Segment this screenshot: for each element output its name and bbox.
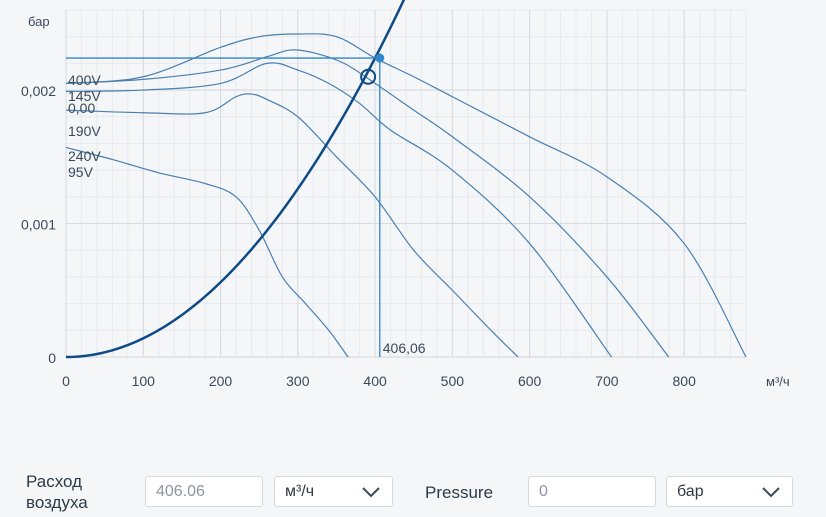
curve-400V bbox=[65, 33, 747, 358]
curve-label-240V: 240V bbox=[68, 148, 101, 164]
pressure-label: Pressure bbox=[425, 483, 494, 502]
intersection-marker bbox=[360, 68, 377, 85]
pressure-input[interactable]: 0 bbox=[528, 476, 656, 507]
y-tick-label: 0,002 bbox=[21, 83, 56, 99]
pressure-unit-select[interactable]: бар bbox=[666, 476, 793, 507]
x-axis-unit: м³/ч bbox=[766, 374, 790, 389]
x-tick-label: 800 bbox=[673, 373, 697, 389]
curve-240V bbox=[65, 93, 519, 358]
x-tick-label: 300 bbox=[286, 373, 310, 389]
curve-label-145V: 145V bbox=[68, 88, 101, 104]
x-tick-label: 0 bbox=[62, 373, 70, 389]
curve-label-400V: 400V bbox=[68, 72, 101, 88]
curve-label-190V: 190V bbox=[68, 123, 101, 139]
y-tick-label: 0 bbox=[48, 350, 56, 366]
x-tick-label: 200 bbox=[209, 373, 233, 389]
airflow-input[interactable]: 406.06 bbox=[145, 476, 263, 507]
x-tick-label: 400 bbox=[363, 373, 387, 389]
operating-point bbox=[375, 53, 385, 63]
operating-point-label: 406,06 bbox=[383, 340, 426, 356]
y-tick-label: 0,001 bbox=[21, 217, 56, 233]
curve-label-95V: 95V bbox=[68, 164, 94, 180]
x-tick-label: 100 bbox=[132, 373, 156, 389]
y-axis-unit: бар bbox=[28, 14, 50, 29]
airflow-unit-select[interactable]: м³/ч bbox=[274, 476, 393, 507]
chevron-down-icon bbox=[362, 487, 380, 498]
chevron-down-icon bbox=[762, 487, 780, 498]
airflow-label-line1: Расход bbox=[26, 472, 83, 491]
curve-190V bbox=[65, 62, 613, 358]
fan-performance-chart: 0 100 200 300 400 500 600 700 800 0 0,001 0,002 бар м… bbox=[21, 0, 790, 389]
system-curve bbox=[65, 0, 406, 359]
x-tick-label: 600 bbox=[518, 373, 542, 389]
airflow-unit-value: м³/ч bbox=[285, 483, 315, 500]
reference-pressure-label: 0,00 bbox=[68, 100, 95, 116]
curve-145V bbox=[65, 49, 670, 358]
x-tick-label: 700 bbox=[595, 373, 619, 389]
pressure-unit-value: бар bbox=[677, 483, 704, 500]
airflow-label-line2: воздуха bbox=[26, 493, 88, 512]
airflow-label: Расход воздуха bbox=[26, 471, 88, 513]
curve-95V bbox=[65, 146, 349, 358]
x-tick-label: 500 bbox=[441, 373, 465, 389]
